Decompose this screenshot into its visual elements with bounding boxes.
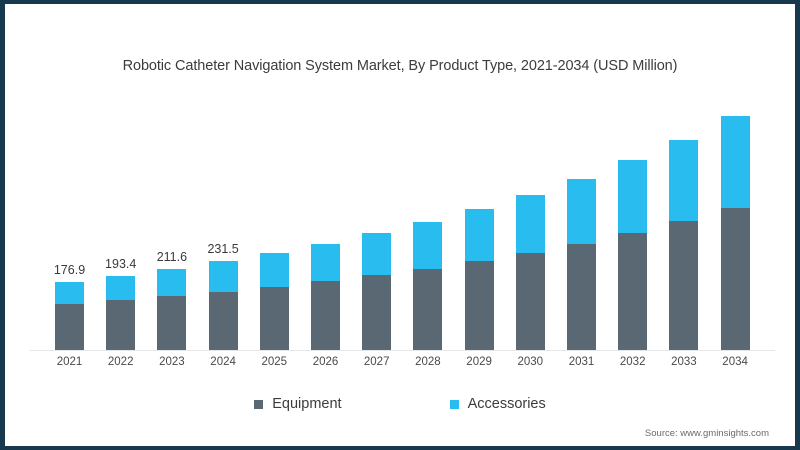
bar-column[interactable] xyxy=(259,252,289,350)
x-tick-2022: 2022 xyxy=(107,356,134,368)
x-tick-2031: 2031 xyxy=(568,356,595,368)
bar-segment-equipment[interactable] xyxy=(362,275,392,350)
bar-segment-accessories[interactable] xyxy=(362,233,392,276)
source-attribution: Source: www.gminsights.com xyxy=(644,428,769,439)
square-swatch-icon xyxy=(449,399,459,409)
bar-column[interactable]: 211.6 xyxy=(157,250,187,350)
legend-item-label: Equipment xyxy=(272,396,342,412)
bar-segment-equipment[interactable] xyxy=(157,296,187,350)
x-tick-2025: 2025 xyxy=(261,356,288,368)
bar-segment-equipment[interactable] xyxy=(618,233,648,350)
bar-segment-equipment[interactable] xyxy=(567,243,596,350)
x-tick-2033: 2033 xyxy=(671,356,697,368)
bar-segment-accessories[interactable] xyxy=(311,243,340,282)
bar-column[interactable] xyxy=(311,243,340,350)
bar-column[interactable] xyxy=(669,139,699,350)
x-tick-2026: 2026 xyxy=(312,356,339,368)
bar-segment-equipment[interactable] xyxy=(413,268,443,350)
x-tick-2029: 2029 xyxy=(466,356,492,368)
chart-legend: Equipment Accessories xyxy=(5,396,795,412)
x-tick-2032: 2032 xyxy=(619,356,646,368)
bar-segment-accessories[interactable] xyxy=(55,282,84,305)
bar-segment-accessories[interactable] xyxy=(157,268,187,297)
square-swatch-icon xyxy=(254,399,264,409)
bar-segment-accessories[interactable] xyxy=(567,178,596,244)
bar-segment-accessories[interactable] xyxy=(464,209,494,262)
bar-column[interactable] xyxy=(413,221,443,350)
bar-column[interactable] xyxy=(515,194,545,350)
bar-value-label: 193.4 xyxy=(105,256,137,271)
bar-column[interactable] xyxy=(567,178,596,350)
plot-area: 176.9 193.4 211.6 231.5 xyxy=(44,104,760,350)
bar-segment-accessories[interactable] xyxy=(259,252,289,287)
bar-value-label: 231.5 xyxy=(207,242,239,257)
legend-item-label: Accessories xyxy=(467,396,546,412)
legend-item-equipment[interactable]: Equipment xyxy=(254,396,342,412)
x-tick-2023: 2023 xyxy=(159,356,185,368)
bar-segment-accessories[interactable] xyxy=(106,275,136,301)
bar-segment-equipment[interactable] xyxy=(106,300,136,350)
bar-segment-equipment[interactable] xyxy=(464,261,494,350)
axis-baseline xyxy=(30,350,775,351)
bar-segment-equipment[interactable] xyxy=(208,291,238,350)
bar-column[interactable] xyxy=(720,116,750,350)
bar-column[interactable]: 176.9 xyxy=(54,263,85,350)
bar-column[interactable] xyxy=(362,233,392,350)
bar-segment-accessories[interactable] xyxy=(413,221,443,269)
x-tick-2021: 2021 xyxy=(56,356,83,368)
x-tick-2028: 2028 xyxy=(415,356,441,368)
bar-segment-accessories[interactable] xyxy=(669,139,699,222)
bar-segment-accessories[interactable] xyxy=(720,116,750,208)
bar-segment-accessories[interactable] xyxy=(208,261,238,292)
bar-segment-equipment[interactable] xyxy=(515,252,545,350)
bar-segment-accessories[interactable] xyxy=(618,160,648,233)
bar-value-label: 176.9 xyxy=(53,263,86,278)
bar-segment-equipment[interactable] xyxy=(55,304,84,350)
bar-value-label: 211.6 xyxy=(156,249,188,264)
bar-segment-equipment[interactable] xyxy=(259,286,289,350)
x-tick-2027: 2027 xyxy=(363,356,390,368)
x-axis-tick-labels: 2021 2022 2023 2024 2025 2026 2027 2028 2029 2030… xyxy=(44,356,760,374)
x-tick-2024: 2024 xyxy=(210,356,236,368)
bar-segment-equipment[interactable] xyxy=(720,207,750,350)
legend-item-accessories[interactable]: Accessories xyxy=(449,396,546,412)
x-tick-2030: 2030 xyxy=(517,356,544,368)
x-tick-2034: 2034 xyxy=(722,356,748,368)
page-title: Robotic Catheter Navigation System Marke… xyxy=(122,58,678,74)
bar-column[interactable] xyxy=(618,160,648,350)
bar-segment-accessories[interactable] xyxy=(515,194,545,253)
chart-canvas: Robotic Catheter Navigation System Marke… xyxy=(5,4,795,446)
bar-column[interactable] xyxy=(464,209,494,350)
bar-segment-equipment[interactable] xyxy=(311,281,340,350)
bar-column[interactable]: 193.4 xyxy=(105,257,136,350)
bar-segment-equipment[interactable] xyxy=(669,221,699,350)
bar-column[interactable]: 231.5 xyxy=(207,242,239,350)
